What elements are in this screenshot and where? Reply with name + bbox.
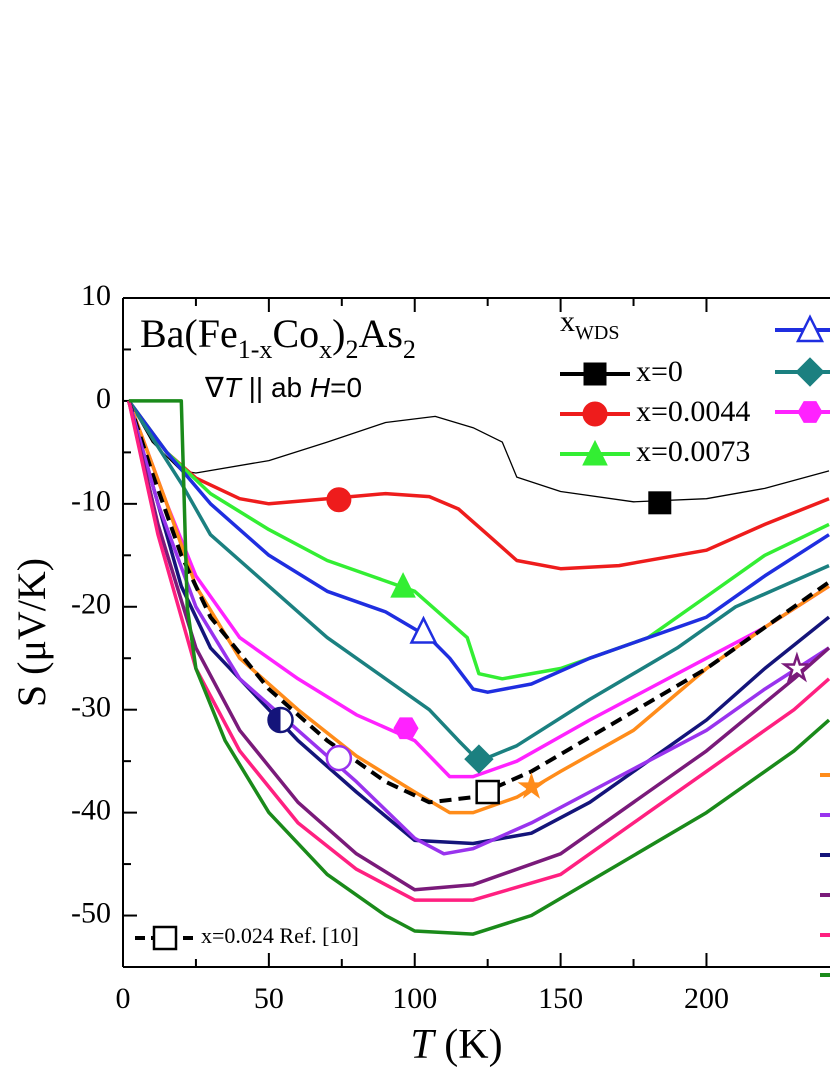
marker: [267, 706, 294, 734]
x-tick-label: 150: [538, 982, 583, 1015]
y-tick-label: 0: [96, 382, 111, 415]
marker: [409, 615, 438, 644]
marker: [390, 572, 416, 598]
series-line: [127, 400, 830, 892]
legend-title-main: x: [560, 305, 575, 338]
annotation: ∇T || ab H=0: [204, 372, 362, 403]
marker-half: [268, 707, 281, 732]
series-line: [127, 399, 830, 681]
y-tick-label: -50: [71, 896, 111, 929]
series-line: [127, 400, 830, 779]
x-axis-label: T (K): [410, 1022, 502, 1068]
marker: [326, 487, 352, 513]
title-part: As: [358, 311, 402, 356]
x-axis-label-unit: (K): [434, 1022, 503, 1068]
annotation-part: T: [224, 372, 243, 403]
legend-title: xWDS: [560, 305, 619, 344]
legend-marker: [582, 439, 608, 466]
legend-marker: [582, 401, 608, 427]
x-axis-label-var: T: [410, 1022, 436, 1068]
legend-label: x=0.024 Ref. [10]: [201, 923, 359, 948]
plot-frame: [122, 297, 830, 968]
title-subscript: 2: [403, 335, 416, 364]
marker: [780, 651, 814, 683]
legend-marker: [795, 357, 825, 387]
legend-label: x=0.0044: [636, 395, 750, 428]
x-tick-label: 100: [392, 982, 437, 1015]
x-tick-label: 0: [116, 982, 131, 1015]
annotation-part: ∇: [204, 372, 224, 403]
legend-label: x=0: [636, 355, 683, 388]
y-tick-label: -10: [71, 485, 111, 518]
title-subscript: 1-x: [238, 335, 273, 364]
x-tick-label: 200: [684, 982, 729, 1015]
y-axis-label: S (μV/K): [9, 558, 54, 707]
title-part: Ba(Fe: [140, 311, 238, 356]
series-line: [127, 399, 830, 694]
chart-title: Ba(Fe1-xCox)2As2: [140, 311, 416, 364]
annotation-part: || ab: [241, 372, 310, 403]
legend-marker: [795, 314, 825, 343]
marker: [325, 744, 353, 772]
marker: [393, 717, 419, 740]
title-subscript: x: [319, 335, 332, 364]
y-tick-label: -20: [71, 588, 111, 621]
series-line: [127, 399, 830, 571]
annotation-part: H: [310, 372, 331, 403]
x-tick-label: 50: [254, 982, 284, 1015]
annotation-part: =0: [330, 372, 362, 403]
series-line: [128, 399, 830, 936]
legend-label: x=0.0073: [636, 435, 750, 468]
marker: [648, 491, 672, 515]
legend-marker: [152, 925, 178, 951]
marker: [517, 772, 546, 799]
series-line: [127, 400, 830, 856]
title-part: ): [332, 311, 345, 356]
legend-marker: [583, 362, 607, 386]
marker: [475, 779, 500, 805]
series-line: [127, 400, 830, 815]
marker: [464, 744, 494, 774]
y-tick-label: -30: [71, 691, 111, 724]
y-tick-label: -40: [71, 794, 111, 827]
legend-marker: [797, 401, 823, 423]
y-tick-label: 10: [81, 279, 111, 312]
title-part: Co: [272, 311, 319, 356]
series-line: [127, 399, 830, 763]
legend-title-sub: WDS: [575, 322, 619, 344]
title-subscript: 2: [345, 335, 358, 364]
